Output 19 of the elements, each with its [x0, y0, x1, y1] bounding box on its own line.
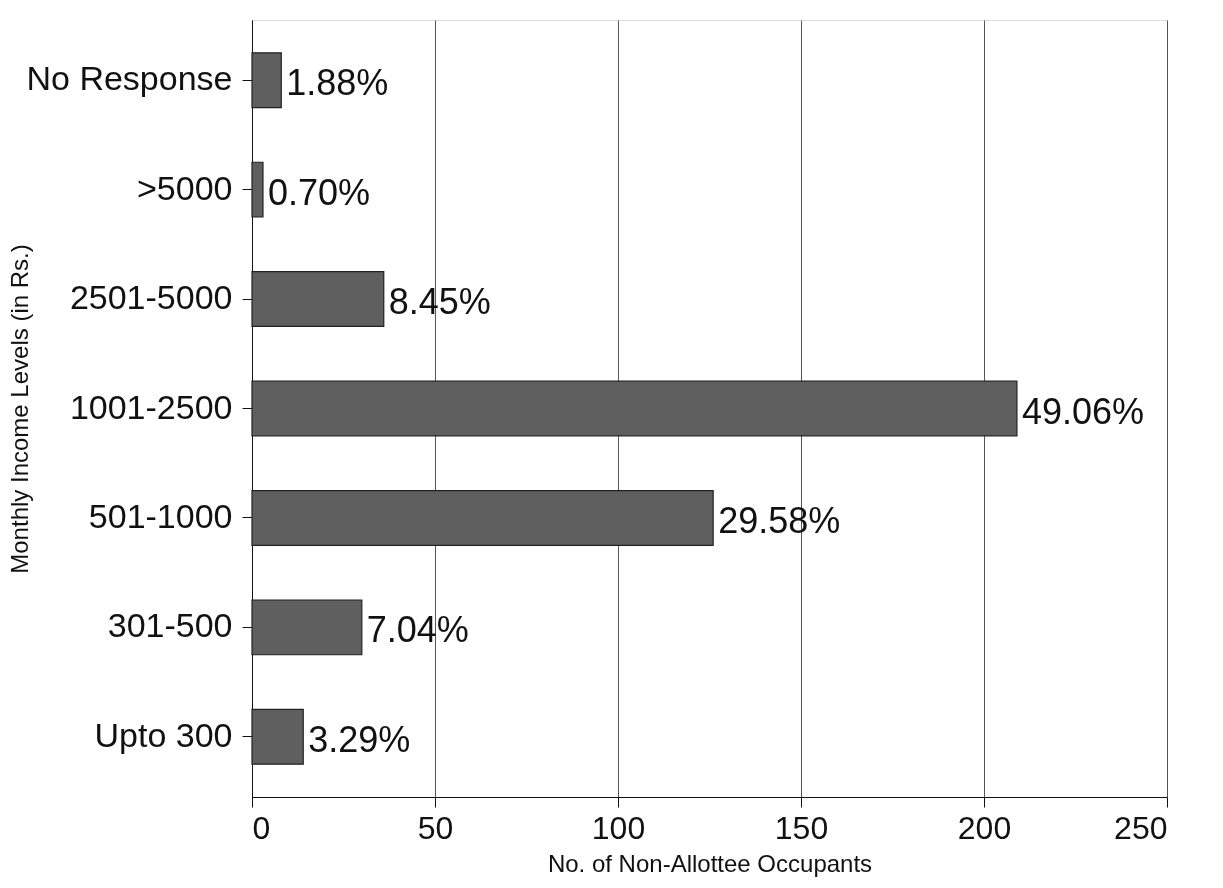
y-tick-label: 2501-5000: [69, 278, 233, 317]
x-tick-label: 150: [774, 809, 829, 846]
y-tick-label: No Response: [26, 59, 233, 98]
annotation: 3.29%: [308, 718, 411, 760]
x-axis-title: No. of Non-Allottee Occupants: [547, 849, 873, 877]
y-tick-label: 501-1000: [88, 496, 233, 535]
y-tick-label: Upto 300: [94, 715, 233, 754]
annotation: 49.06%: [1021, 390, 1145, 432]
x-tick-label: 0: [252, 809, 271, 846]
annotation: 0.70%: [267, 171, 371, 213]
y-tick-label: 1001-2500: [69, 387, 233, 426]
y-tick-label: >5000: [137, 168, 233, 207]
x-tick-label: 250: [1114, 809, 1168, 846]
x-tick-label: 100: [591, 809, 646, 846]
x-tick-label: 50: [417, 809, 454, 846]
y-tick-label: 301-500: [107, 606, 233, 645]
annotation: 1.88%: [286, 62, 389, 104]
y-axis-title: Monthly Income Levels (in Rs.): [5, 244, 33, 574]
x-tick-label: 200: [957, 809, 1012, 846]
